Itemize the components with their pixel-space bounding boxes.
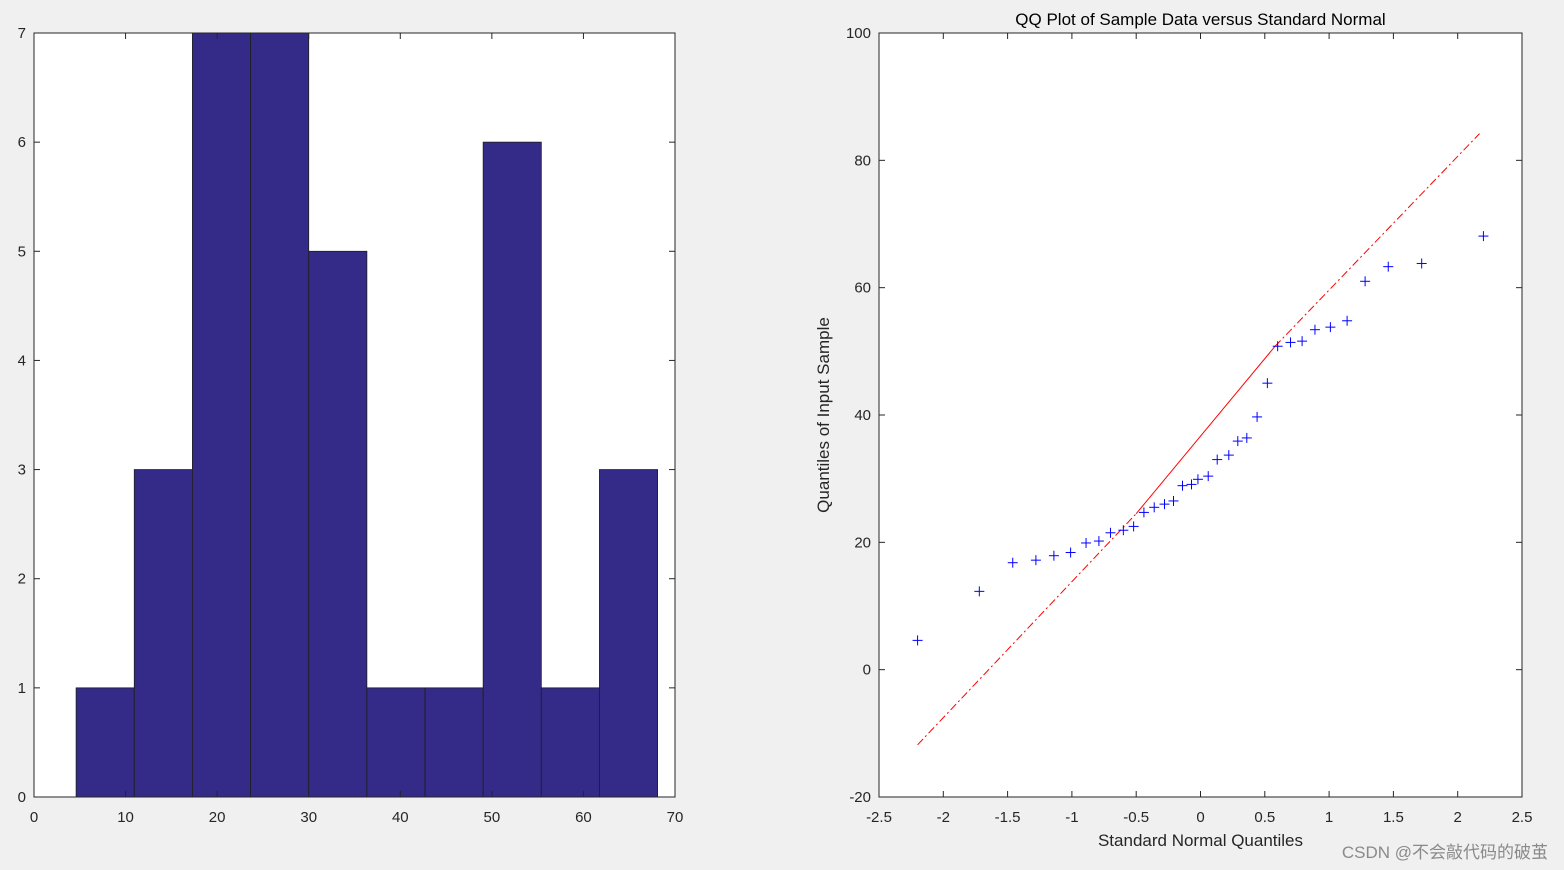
histogram-axes-box (33, 32, 676, 798)
qq-point (1272, 341, 1283, 352)
y-tick-label: 80 (854, 152, 871, 169)
histogram-bar (366, 687, 426, 798)
y-tick-label: 0 (18, 789, 26, 806)
x-tick-label: 10 (117, 809, 134, 826)
reference-line-extended (1274, 133, 1480, 347)
histogram-bar (250, 32, 310, 798)
qq-plot-chart: -2.5 -2 -1.5 -1 -0.5 0 0.5 1 1.5 2 2.5 -20 0 20 40 60 80… (814, 10, 1532, 850)
qq-plot-title: QQ Plot of Sample Data versus Standard N… (1015, 10, 1385, 29)
y-tick-label: 40 (854, 407, 871, 424)
qq-point (1223, 450, 1234, 461)
y-tick-label: 7 (18, 25, 26, 42)
qq-point (1478, 231, 1489, 242)
qq-point (912, 635, 923, 646)
qq-point (1309, 324, 1320, 335)
x-tick-label: -1 (1065, 809, 1078, 826)
x-tick-label: 0 (1196, 809, 1204, 826)
qq-y-axis-label: Quantiles of Input Sample (814, 317, 833, 513)
histogram-bar (482, 141, 542, 798)
qq-point (1360, 276, 1371, 287)
reference-line-fit (1135, 345, 1276, 515)
qq-point (1168, 495, 1179, 506)
qq-point (1177, 480, 1188, 491)
qq-point (1252, 411, 1263, 422)
qq-point (1105, 527, 1116, 538)
qq-point (1149, 502, 1160, 513)
y-tick-label: 60 (854, 280, 871, 297)
qq-point (1118, 525, 1129, 536)
qq-point (1212, 454, 1223, 465)
histogram-ticks: 0 10 20 30 40 50 60 70 0 1 2 3 4 5 6 7 (18, 25, 684, 826)
qq-point (1093, 536, 1104, 547)
qq-point (1285, 337, 1296, 348)
y-tick-label: 1 (18, 680, 26, 697)
qq-point (1192, 474, 1203, 485)
qq-point (1416, 258, 1427, 269)
qq-points (912, 231, 1489, 646)
qq-x-axis-label: Standard Normal Quantiles (1098, 831, 1303, 850)
x-tick-label: 20 (209, 809, 226, 826)
histogram-bar (192, 32, 251, 798)
x-tick-label: -1.5 (995, 809, 1021, 826)
y-tick-label: 0 (863, 662, 871, 679)
qq-point (1262, 378, 1273, 389)
qq-point (1383, 261, 1394, 272)
qq-point (974, 586, 985, 597)
y-tick-label: 100 (846, 25, 871, 42)
qq-point (1159, 499, 1170, 510)
qq-point (1048, 550, 1059, 561)
qq-point (1030, 555, 1041, 566)
y-tick-label: 20 (854, 534, 871, 551)
x-tick-label: 0 (30, 809, 38, 826)
x-tick-label: 50 (484, 809, 501, 826)
histogram-bar (308, 250, 368, 798)
y-tick-label: 2 (18, 571, 26, 588)
qq-plot-area (879, 33, 1522, 797)
qq-point (1325, 322, 1336, 333)
x-tick-label: 2.5 (1512, 809, 1533, 826)
y-tick-label: 6 (18, 134, 26, 151)
reference-line-extended (917, 513, 1137, 746)
x-tick-label: 0.5 (1254, 809, 1275, 826)
qq-reference-lines (917, 133, 1480, 746)
x-tick-label: -2 (937, 809, 950, 826)
histogram-bar (599, 469, 659, 798)
qq-point (1297, 336, 1308, 347)
x-tick-label: -2.5 (866, 809, 892, 826)
qq-point (1128, 521, 1139, 532)
qq-point (1081, 537, 1092, 548)
qq-point (1203, 471, 1214, 482)
qq-point (1138, 507, 1149, 518)
qq-point (1232, 436, 1243, 447)
qq-point (1241, 432, 1252, 443)
watermark-text: CSDN @不会敲代码的破茧 (1342, 843, 1548, 862)
x-tick-label: 1.5 (1383, 809, 1404, 826)
x-tick-label: 30 (300, 809, 317, 826)
y-tick-label: -20 (849, 789, 871, 806)
x-tick-label: 40 (392, 809, 409, 826)
qq-ticks: -2.5 -2 -1.5 -1 -0.5 0 0.5 1 1.5 2 2.5 -20 0 20 40 60 80… (846, 25, 1532, 826)
qq-point (1342, 315, 1353, 326)
x-tick-label: 60 (575, 809, 592, 826)
histogram-bar (133, 469, 193, 798)
histogram-bar (424, 687, 484, 798)
y-tick-label: 3 (18, 462, 26, 479)
y-tick-label: 5 (18, 243, 26, 260)
x-tick-label: 2 (1454, 809, 1462, 826)
qq-point (1186, 479, 1197, 490)
histogram-bar (75, 687, 135, 798)
histogram-chart: 0 10 20 30 40 50 60 70 0 1 2 3 4 5 6 7 (18, 25, 684, 826)
histogram-bar (540, 687, 600, 798)
x-tick-label: -0.5 (1123, 809, 1149, 826)
x-tick-label: 70 (667, 809, 684, 826)
x-tick-label: 1 (1325, 809, 1333, 826)
qq-point (1007, 557, 1018, 568)
qq-point (1065, 547, 1076, 558)
histogram-bars (75, 32, 659, 798)
y-tick-label: 4 (18, 352, 26, 369)
